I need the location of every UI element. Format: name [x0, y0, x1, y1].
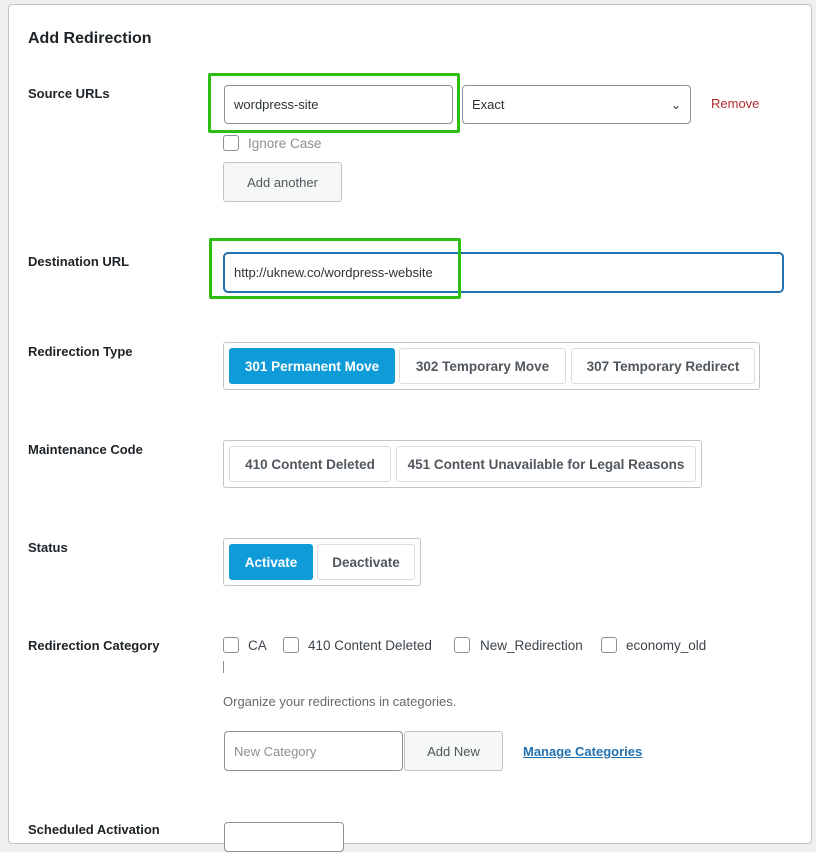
page-title: Add Redirection: [28, 30, 152, 47]
code-451-button[interactable]: 451 Content Unavailable for Legal Reason…: [396, 446, 696, 482]
category-checkbox-new-redirection[interactable]: [454, 637, 470, 653]
match-value: Exact: [472, 97, 505, 112]
activate-button[interactable]: Activate: [229, 544, 313, 580]
status-label: Status: [28, 540, 68, 555]
category-label-economy-old: economy_old: [626, 638, 707, 653]
category-checkbox-ca[interactable]: [223, 637, 239, 653]
redirection-category-label: Redirection Category: [28, 638, 160, 653]
redirection-type-group: 301 Permanent Move 302 Temporary Move 30…: [223, 342, 760, 390]
highlight-box: [208, 73, 460, 133]
type-302-button[interactable]: 302 Temporary Move: [399, 348, 566, 384]
source-url-input[interactable]: wordpress-site: [224, 85, 453, 124]
chevron-down-icon: ⌄: [670, 97, 681, 112]
add-new-category-button[interactable]: Add New: [404, 731, 503, 771]
add-another-button[interactable]: Add another: [223, 162, 342, 202]
manage-categories-link[interactable]: Manage Categories: [523, 744, 643, 759]
code-410-button[interactable]: 410 Content Deleted: [229, 446, 391, 482]
category-checkbox-economy-old[interactable]: [601, 637, 617, 653]
scheduled-activation-label: Scheduled Activation: [28, 822, 160, 837]
destination-url-input[interactable]: http://uknew.co/wordpress-website: [224, 253, 783, 292]
category-checkbox-410[interactable]: [283, 637, 299, 653]
add-redirection-panel: [8, 4, 812, 844]
maintenance-group: 410 Content Deleted 451 Content Unavaila…: [223, 440, 702, 488]
type-301-button[interactable]: 301 Permanent Move: [229, 348, 395, 384]
destination-url-label: Destination URL: [28, 254, 130, 269]
new-category-input[interactable]: New Category: [224, 731, 403, 771]
type-307-button[interactable]: 307 Temporary Redirect: [571, 348, 755, 384]
ignore-case-label: Ignore Case: [248, 136, 322, 151]
category-help-text: Organize your redirections in categories…: [223, 694, 457, 709]
status-group: Activate Deactivate: [223, 538, 421, 586]
category-label-new-redirection: New_Redirection: [480, 638, 583, 653]
ignore-case-checkbox[interactable]: [223, 135, 239, 151]
source-urls-label: Source URLs: [28, 86, 110, 101]
deactivate-button[interactable]: Deactivate: [317, 544, 415, 580]
scheduled-activation-input[interactable]: [224, 822, 344, 852]
remove-link[interactable]: Remove: [711, 96, 760, 111]
category-label-410: 410 Content Deleted: [308, 638, 432, 653]
highlight-box: [209, 238, 461, 299]
category-label-ca: CA: [248, 638, 267, 653]
match-select[interactable]: Exact ⌄: [462, 85, 691, 124]
maintenance-code-label: Maintenance Code: [28, 442, 143, 457]
divider: [223, 661, 224, 673]
redirection-type-label: Redirection Type: [28, 344, 133, 359]
